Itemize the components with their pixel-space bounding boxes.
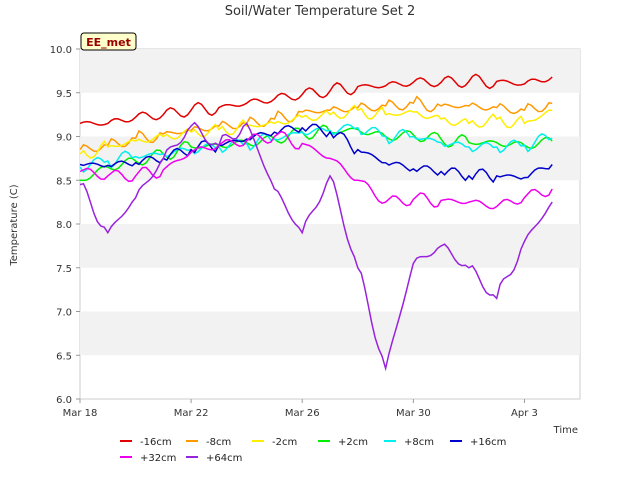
y-axis-ticks: 6.0 6.5 7.0 7.5 8.0 8.5 9.0 9.5 10.0: [50, 45, 80, 406]
chart-title: Soil/Water Temperature Set 2: [225, 4, 416, 19]
x-tick-label: Mar 26: [285, 408, 320, 419]
series-line-+64cm: [79, 121, 553, 372]
y-tick-label: 7.5: [56, 264, 72, 275]
y-tick-label: 6.0: [56, 395, 72, 406]
x-axis-ticks: Mar 18 Mar 22 Mar 26 Mar 30 Apr 3: [63, 399, 538, 419]
y-tick-label: 9.0: [56, 133, 72, 144]
series-line-+2cm: [79, 124, 553, 182]
x-tick-label: Mar 18: [63, 408, 98, 419]
series-line-+16cm: [79, 123, 553, 184]
legend-label: -8cm: [206, 437, 231, 448]
station-label: EE_met: [86, 36, 131, 49]
grid-bands: [80, 49, 580, 356]
x-tick-label: Mar 22: [174, 408, 209, 419]
legend-label: +2cm: [338, 437, 368, 448]
station-label-box: EE_met: [80, 32, 137, 51]
grid-band: [80, 224, 580, 268]
series-lines: [79, 73, 553, 372]
grid-band: [80, 311, 580, 356]
legend: -16cm -8cm -2cm +2cm +8cm +16cm +32cm +64cm: [120, 437, 506, 464]
y-axis-label: Temperature (C): [9, 184, 20, 266]
legend-label: +32cm: [140, 453, 176, 464]
series-line--2cm: [79, 104, 553, 159]
x-tick-label: Mar 30: [396, 408, 431, 419]
y-tick-label: 10.0: [50, 45, 72, 56]
y-tick-label: 9.5: [56, 89, 72, 100]
legend-label: +8cm: [404, 437, 434, 448]
y-tick-label: 8.0: [56, 220, 72, 231]
legend-label: -2cm: [272, 437, 297, 448]
y-tick-label: 8.5: [56, 176, 72, 187]
grid-band: [80, 49, 580, 93]
legend-label: +64cm: [206, 453, 242, 464]
x-axis-label: Time: [553, 425, 578, 436]
series-line-+32cm: [79, 130, 553, 210]
series-line-+8cm: [79, 123, 553, 174]
y-tick-label: 6.5: [56, 351, 72, 362]
legend-label: +16cm: [470, 437, 506, 448]
x-tick-label: Apr 3: [511, 408, 538, 419]
legend-label: -16cm: [140, 437, 172, 448]
series-line--16cm: [79, 73, 553, 126]
y-tick-label: 7.0: [56, 308, 72, 319]
